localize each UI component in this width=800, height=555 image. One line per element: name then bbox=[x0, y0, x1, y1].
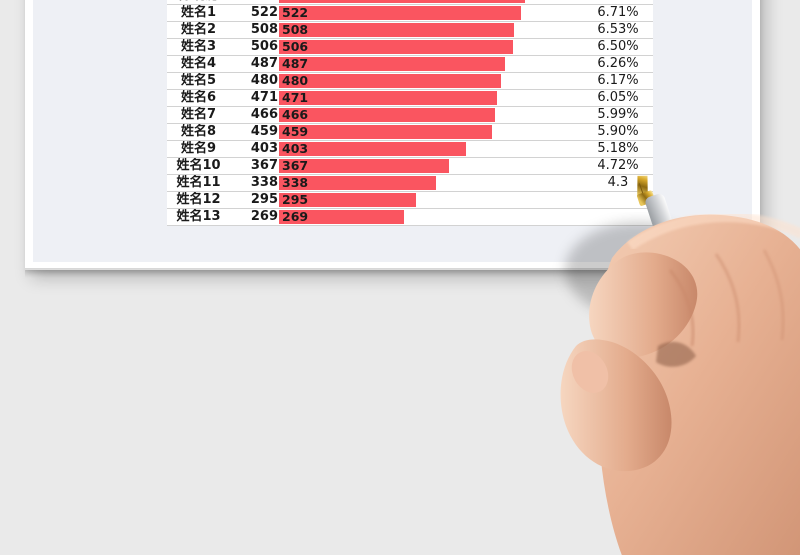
table-row[interactable]: 姓名1 522 522 6.71% bbox=[167, 4, 653, 22]
data-bar: 530 bbox=[279, 0, 525, 3]
cell-votes[interactable]: 508 bbox=[230, 21, 278, 39]
cell-bar[interactable]: 295 bbox=[278, 191, 583, 209]
cell-percentage[interactable]: 6.26% bbox=[583, 55, 653, 73]
cell-name[interactable]: 姓名3 bbox=[167, 38, 230, 56]
cell-votes[interactable]: 367 bbox=[230, 157, 278, 175]
cell-votes[interactable]: 459 bbox=[230, 123, 278, 141]
bar-value-label: 522 bbox=[282, 5, 309, 20]
cell-votes[interactable]: 522 bbox=[230, 4, 278, 22]
bar-value-label: 367 bbox=[282, 158, 309, 173]
cell-bar[interactable]: 506 bbox=[278, 38, 583, 56]
cell-name[interactable]: 姓名7 bbox=[167, 106, 230, 124]
cell-percentage[interactable] bbox=[583, 208, 653, 226]
data-bar: 466 bbox=[279, 108, 495, 122]
cell-bar[interactable]: 508 bbox=[278, 21, 583, 39]
table-row[interactable]: 姓名4 487 487 6.26% bbox=[167, 55, 653, 73]
data-bar: 295 bbox=[279, 193, 416, 207]
bar-value-label: 459 bbox=[282, 124, 309, 139]
table-row[interactable]: 姓名3 506 506 6.50% bbox=[167, 38, 653, 56]
cell-percentage[interactable]: 6.50% bbox=[583, 38, 653, 56]
cell-name[interactable]: 姓名5 bbox=[167, 72, 230, 90]
bar-value-label: 338 bbox=[282, 175, 309, 190]
bar-value-label: 506 bbox=[282, 39, 309, 54]
vote-table: 姓名 得票数 得票数对比图 占比 林国汇6546548.41%詹文花592592… bbox=[167, 0, 653, 226]
cell-name[interactable]: 姓名8 bbox=[167, 123, 230, 141]
bar-value-label: 487 bbox=[282, 56, 309, 71]
data-bar: 480 bbox=[279, 74, 501, 88]
vote-table-container: 姓名 得票数 得票数对比图 占比 林国汇6546548.41%詹文花592592… bbox=[167, 0, 653, 226]
cell-name[interactable]: 姓名13 bbox=[167, 208, 230, 226]
cell-name[interactable]: 姓名2 bbox=[167, 21, 230, 39]
data-bar: 269 bbox=[279, 210, 404, 224]
data-bar: 471 bbox=[279, 91, 497, 105]
data-bar: 338 bbox=[279, 176, 436, 190]
data-bar: 459 bbox=[279, 125, 492, 139]
data-bar: 506 bbox=[279, 40, 513, 54]
bar-value-label: 508 bbox=[282, 22, 309, 37]
cell-bar[interactable]: 522 bbox=[278, 4, 583, 22]
table-row[interactable]: 姓名11 338 338 4.3 bbox=[167, 174, 653, 192]
table-row[interactable]: 姓名12 295 295 bbox=[167, 191, 653, 209]
bar-value-label: 295 bbox=[282, 192, 309, 207]
data-bar: 367 bbox=[279, 159, 449, 173]
bar-value-label: 480 bbox=[282, 73, 309, 88]
cell-votes[interactable]: 269 bbox=[230, 208, 278, 226]
table-row[interactable]: 姓名13 269 269 bbox=[167, 208, 653, 226]
cell-percentage[interactable]: 5.18% bbox=[583, 140, 653, 158]
bar-value-label: 269 bbox=[282, 209, 309, 224]
cell-percentage[interactable]: 6.53% bbox=[583, 21, 653, 39]
cell-name[interactable]: 姓名1 bbox=[167, 4, 230, 22]
table-row[interactable]: 姓名9 403 403 5.18% bbox=[167, 140, 653, 158]
cell-bar[interactable]: 471 bbox=[278, 89, 583, 107]
cell-bar[interactable]: 338 bbox=[278, 174, 583, 192]
cell-percentage[interactable]: 4.72% bbox=[583, 157, 653, 175]
table-row[interactable]: 姓名10 367 367 4.72% bbox=[167, 157, 653, 175]
cell-bar[interactable]: 269 bbox=[278, 208, 583, 226]
cell-bar[interactable]: 480 bbox=[278, 72, 583, 90]
cell-bar[interactable]: 487 bbox=[278, 55, 583, 73]
cell-percentage[interactable]: 4.3 bbox=[583, 174, 653, 192]
table-row[interactable]: 姓名7 466 466 5.99% bbox=[167, 106, 653, 124]
cell-percentage[interactable] bbox=[583, 191, 653, 209]
data-bar: 403 bbox=[279, 142, 466, 156]
cell-votes[interactable]: 295 bbox=[230, 191, 278, 209]
table-row[interactable]: 姓名2 508 508 6.53% bbox=[167, 21, 653, 39]
cell-name[interactable]: 姓名4 bbox=[167, 55, 230, 73]
cell-percentage[interactable]: 6.05% bbox=[583, 89, 653, 107]
cell-bar[interactable]: 367 bbox=[278, 157, 583, 175]
cell-votes[interactable]: 480 bbox=[230, 72, 278, 90]
sheet-bottom-shadow bbox=[25, 268, 760, 278]
cell-votes[interactable]: 338 bbox=[230, 174, 278, 192]
data-bar: 522 bbox=[279, 6, 521, 20]
table-row[interactable]: 姓名6 471 471 6.05% bbox=[167, 89, 653, 107]
cell-name[interactable]: 姓名6 bbox=[167, 89, 230, 107]
cell-votes[interactable]: 403 bbox=[230, 140, 278, 158]
cell-name[interactable]: 姓名9 bbox=[167, 140, 230, 158]
cell-name[interactable]: 姓名11 bbox=[167, 174, 230, 192]
cell-percentage[interactable]: 6.71% bbox=[583, 4, 653, 22]
cell-bar[interactable]: 459 bbox=[278, 123, 583, 141]
table-row[interactable]: 姓名8 459 459 5.90% bbox=[167, 123, 653, 141]
cell-votes[interactable]: 466 bbox=[230, 106, 278, 124]
cell-name[interactable]: 姓名10 bbox=[167, 157, 230, 175]
cell-bar[interactable]: 466 bbox=[278, 106, 583, 124]
cell-votes[interactable]: 471 bbox=[230, 89, 278, 107]
cell-percentage[interactable]: 6.17% bbox=[583, 72, 653, 90]
cell-percentage[interactable]: 5.90% bbox=[583, 123, 653, 141]
cell-name[interactable]: 姓名12 bbox=[167, 191, 230, 209]
table-row[interactable]: 姓名5 480 480 6.17% bbox=[167, 72, 653, 90]
bar-value-label: 466 bbox=[282, 107, 309, 122]
table-body: 林国汇6546548.41%詹文花5925927.61%陈晓泥5305306.8… bbox=[167, 0, 653, 226]
cell-percentage[interactable]: 5.99% bbox=[583, 106, 653, 124]
cell-votes[interactable]: 506 bbox=[230, 38, 278, 56]
data-bar: 487 bbox=[279, 57, 505, 71]
bar-value-label: 530 bbox=[279, 0, 308, 3]
data-bar: 508 bbox=[279, 23, 514, 37]
cell-votes[interactable]: 487 bbox=[230, 55, 278, 73]
bar-value-label: 471 bbox=[282, 90, 309, 105]
bar-value-label: 403 bbox=[282, 141, 309, 156]
cell-bar[interactable]: 403 bbox=[278, 140, 583, 158]
